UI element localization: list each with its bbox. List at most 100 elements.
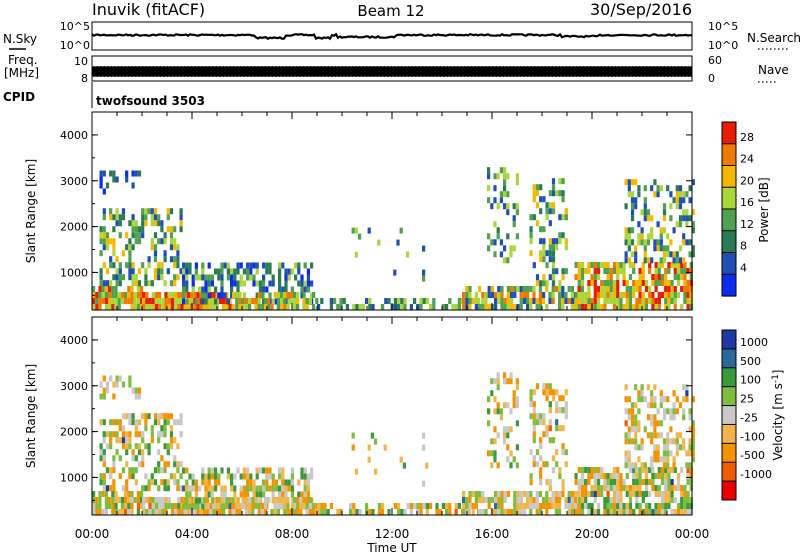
heatmap-cell (689, 479, 693, 485)
heatmap-cell (399, 456, 403, 463)
heatmap-cell (606, 298, 610, 304)
cpid-value: twofsound 3503 (96, 94, 205, 108)
heatmap-cell (659, 227, 663, 234)
heatmap-cell (496, 378, 500, 385)
heatmap-cell (163, 232, 167, 239)
heatmap-cell (519, 304, 523, 310)
heatmap-cell (535, 449, 540, 456)
heatmap-cell (555, 401, 559, 408)
heatmap-cell (548, 425, 552, 432)
heatmap-cell (163, 485, 167, 492)
heatmap-cell (323, 503, 327, 509)
heatmap-cell (680, 262, 684, 268)
heatmap-cell (268, 268, 272, 275)
heatmap-cell (158, 497, 162, 503)
heatmap-cell (157, 449, 161, 456)
heatmap-cell (99, 226, 103, 233)
heatmap-cell (686, 479, 690, 485)
heatmap-cell (490, 462, 494, 469)
heatmap-cell (180, 497, 184, 503)
heatmap-cell (596, 262, 601, 268)
heatmap-cell (666, 396, 670, 403)
colorbar-swatch (722, 348, 736, 369)
heatmap-cell (603, 503, 607, 509)
heatmap-cell (551, 274, 556, 281)
heatmap-cell (516, 509, 520, 515)
heatmap-cell (683, 286, 687, 292)
heatmap-cell (157, 214, 161, 221)
heatmap-cell (680, 497, 684, 503)
heatmap-cell (191, 274, 195, 281)
heatmap-cell (580, 280, 585, 286)
heatmap-cell (539, 280, 543, 287)
heatmap-cell (179, 413, 183, 420)
heatmap-cell (286, 497, 290, 503)
heatmap-cell (664, 509, 668, 515)
heatmap-cell (561, 214, 565, 221)
heatmap-cell (670, 485, 674, 491)
heatmap-cell (638, 304, 642, 310)
heatmap-cell (660, 280, 665, 286)
heatmap-cell (555, 449, 559, 456)
heatmap-cell (625, 509, 629, 515)
heatmap-cell (496, 432, 500, 439)
heatmap-cell (625, 292, 629, 298)
heatmap-cell (271, 497, 275, 504)
heatmap-cell (496, 402, 500, 409)
heatmap-cell (624, 456, 628, 463)
heatmap-cell (686, 280, 690, 286)
heatmap-cell (257, 304, 261, 310)
colorbar-tick-label: 16 (740, 196, 754, 209)
heatmap-cell (169, 443, 174, 450)
heatmap-cell (422, 503, 426, 509)
heatmap-cell (691, 432, 695, 439)
heatmap-cell (220, 274, 224, 281)
heatmap-cell (654, 280, 658, 286)
heatmap-cell (561, 491, 565, 497)
heatmap-cell (688, 414, 692, 421)
heatmap-cell (206, 497, 210, 503)
heatmap-cell (142, 304, 146, 310)
heatmap-cell (294, 262, 298, 269)
heatmap-cell (174, 292, 178, 298)
heatmap-cell (144, 485, 148, 492)
heatmap-cell (675, 221, 679, 228)
heatmap-cell (367, 227, 371, 234)
heatmap-cell (128, 250, 132, 257)
heatmap-cell (112, 455, 116, 462)
heatmap-cell (632, 491, 636, 497)
heatmap-cell (683, 298, 687, 304)
heatmap-cell (689, 485, 693, 491)
heatmap-cell (651, 298, 655, 304)
x-tick-label: 00:00 (675, 527, 710, 541)
heatmap-cell (144, 425, 148, 432)
heatmap-cell (548, 238, 552, 245)
heatmap-cell (616, 467, 620, 473)
heatmap-cell (574, 509, 578, 515)
freq-tick-bottom: 8 (81, 72, 88, 85)
heatmap-cell (125, 485, 129, 492)
heatmap-cell (105, 485, 110, 492)
heatmap-cell (641, 274, 645, 280)
heatmap-cell (494, 497, 498, 503)
heatmap-cell (166, 208, 170, 215)
heatmap-cell (188, 485, 192, 492)
heatmap-cell (220, 497, 224, 504)
heatmap-cell (603, 509, 607, 515)
heatmap-cell (484, 304, 488, 310)
heatmap-cell (102, 232, 106, 239)
heatmap-cell (194, 491, 198, 498)
heatmap-cell (308, 503, 312, 509)
heatmap-cell (274, 485, 278, 492)
heatmap-cell (435, 503, 439, 509)
heatmap-cell (137, 280, 142, 287)
heatmap-cell (669, 191, 673, 198)
heatmap-cell (163, 467, 167, 474)
colorbar-tick-label: 25 (740, 393, 754, 406)
heatmap-cell (627, 426, 631, 433)
heatmap-cell (193, 298, 197, 304)
heatmap-cell (551, 280, 556, 287)
heatmap-cell (312, 509, 316, 515)
velocity-ylabel: Slant Range [km] (24, 364, 38, 468)
heatmap-cell (609, 485, 613, 491)
